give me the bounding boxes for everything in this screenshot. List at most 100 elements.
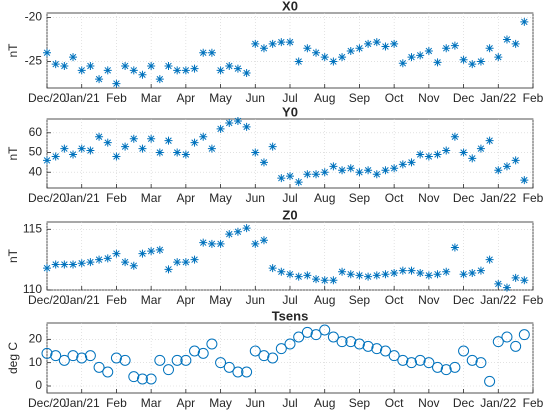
point [112,249,121,258]
x-tick-label: Aug [314,396,335,410]
point [398,266,407,275]
x-tick-label: May [209,293,232,307]
point [69,150,78,159]
point [397,354,409,366]
point [181,258,190,267]
point [494,279,503,288]
point [310,329,322,341]
x-tick-label: Apr [177,293,196,307]
point [492,336,504,348]
x-tick-label: Jan/22 [480,396,516,410]
point [510,340,522,352]
point [251,239,260,248]
x-tick-label: Aug [314,191,335,205]
x-tick-label: Apr [177,91,196,105]
y-axis-label: deg C [6,342,20,374]
point [362,340,374,352]
point [225,230,234,239]
x-tick-label: Jul [282,91,297,105]
point [242,224,251,233]
point [312,170,321,179]
point [364,166,373,175]
point [233,64,242,73]
point [207,48,216,57]
chart-title: Tsens [272,308,309,323]
point [286,38,294,47]
point [199,132,208,141]
point [502,283,511,292]
x-tick-label: Jan/21 [64,396,100,410]
point [207,144,216,153]
point [293,331,305,343]
point [232,366,244,378]
point [319,324,331,336]
point [60,260,69,269]
chart-title: Z0 [282,207,297,222]
x-tick-label: Sep [349,396,371,410]
point [353,338,365,350]
x-tick-label: Feb [106,91,127,105]
point [346,270,355,279]
point [164,265,173,274]
point [251,148,260,157]
point [119,354,131,366]
x-tick-label: Sep [349,293,371,307]
point [129,134,138,143]
point [69,260,78,269]
point [112,79,121,88]
point [450,132,459,141]
point [518,329,530,341]
x-tick-label: Feb [106,191,127,205]
point [147,247,156,256]
point [407,266,416,275]
point [51,260,60,269]
x-tick-label: Jan/22 [480,91,516,105]
point [388,350,400,362]
point [242,122,251,131]
y-tick-label: 110 [23,282,42,296]
y-tick-label: 10 [29,355,43,369]
point [102,366,114,378]
point [225,118,234,127]
point [259,158,268,167]
point [511,156,520,165]
point [43,156,51,165]
x-tick-label: Nov [418,191,439,205]
point [485,255,494,264]
point [207,239,216,248]
point [355,168,364,177]
point [398,59,407,68]
point [41,347,53,359]
point [258,350,270,362]
point [155,245,164,254]
point [338,267,347,276]
point [336,336,348,348]
y-tick-label: 50 [29,145,43,159]
point [147,61,156,70]
point [86,61,95,70]
point [442,44,451,53]
x-tick-label: Dec/20 [28,191,66,205]
point [216,124,225,133]
point [338,53,347,62]
point [450,243,459,252]
point [249,345,261,357]
point [129,66,138,75]
point [459,55,468,64]
point [379,345,391,357]
point [320,276,329,285]
point [476,144,485,153]
point [259,236,268,245]
point [233,227,242,236]
x-tick-label: Oct [385,191,404,205]
x-tick-label: Jan/22 [480,293,516,307]
point [346,164,355,173]
point [398,160,407,169]
point [190,255,199,264]
plot-area [46,322,534,394]
x-tick-label: Jan/21 [64,191,100,205]
point [502,35,511,44]
point [60,144,69,153]
point [520,276,529,285]
